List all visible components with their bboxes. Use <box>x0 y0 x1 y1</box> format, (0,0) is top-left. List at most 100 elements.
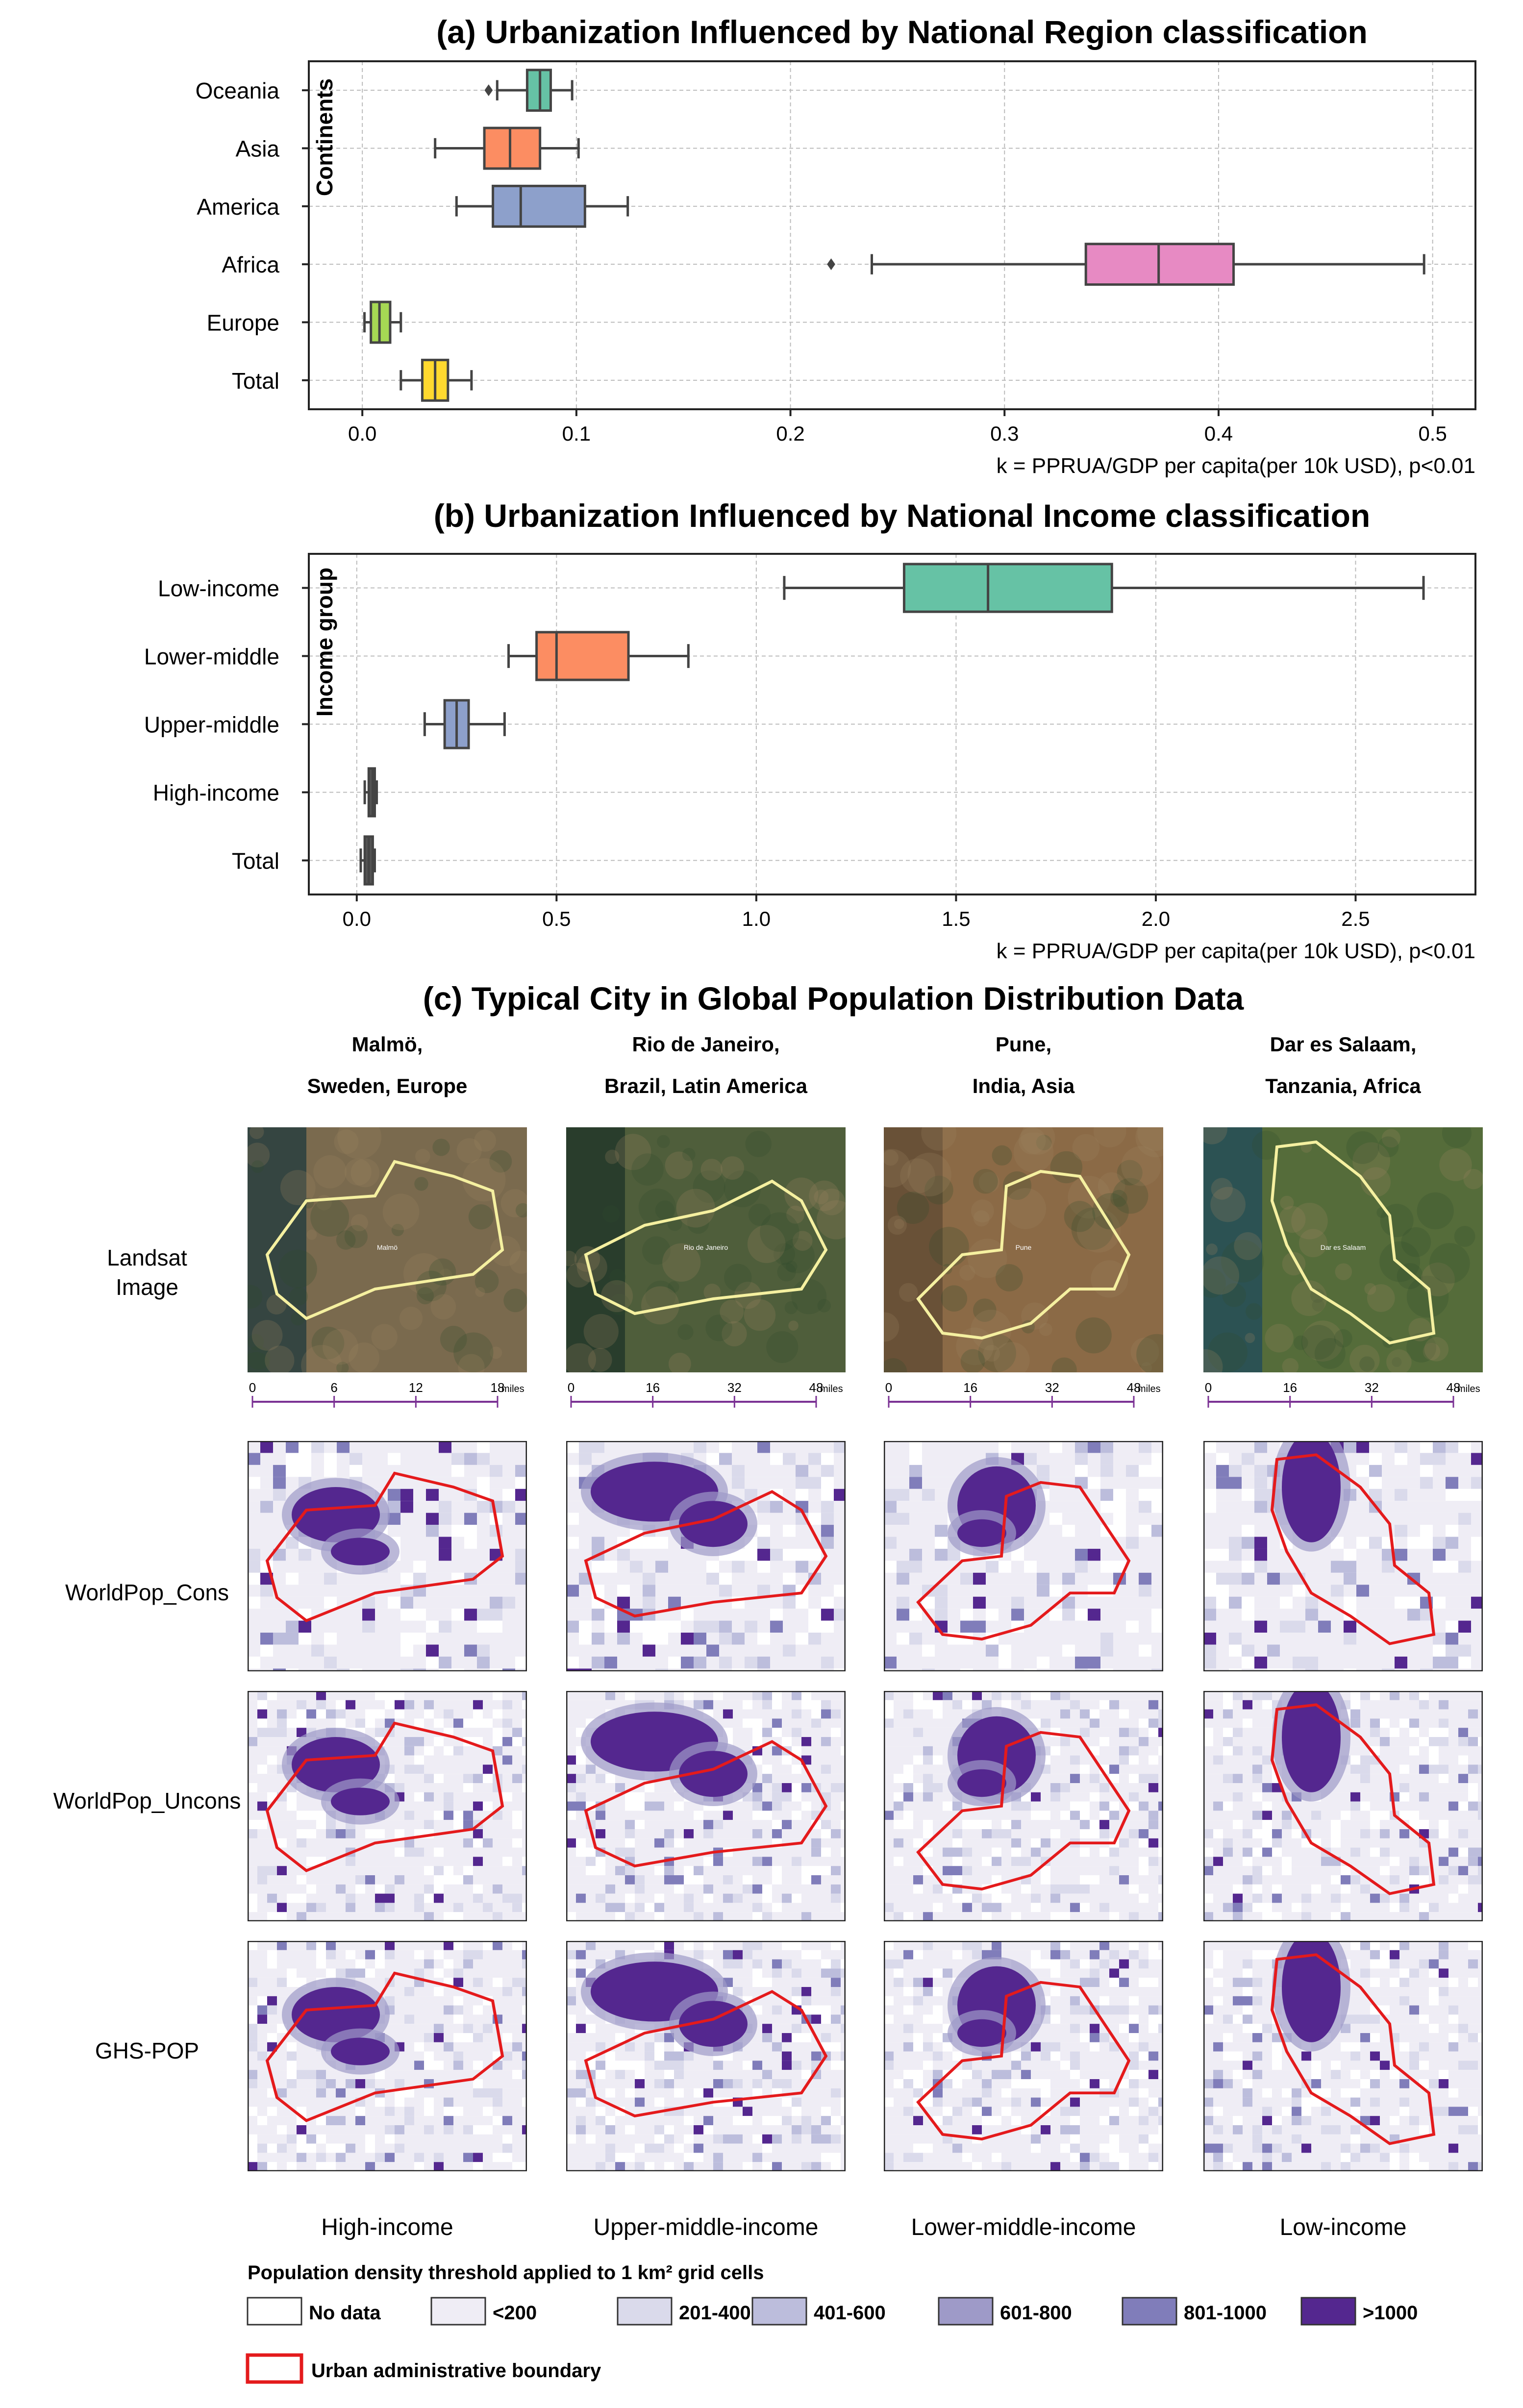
population-map-worldpop-cons <box>884 1441 1163 1671</box>
satellite-city-label: Malmö <box>377 1243 398 1251</box>
box-america <box>455 184 629 228</box>
x-axis-label: k = PPRUA/GDP per capita(per 10k USD), p… <box>997 454 1475 478</box>
x-tick-label: 0.0 <box>343 907 371 930</box>
x-tick-label: 0.0 <box>348 422 376 445</box>
satellite-city-label: Pune <box>1016 1243 1032 1251</box>
box-high-income <box>363 767 378 818</box>
chart-title: (a) Urbanization Influenced by National … <box>436 14 1368 50</box>
city-region: Sweden, Europe <box>307 1074 468 1097</box>
scale-unit: miles <box>820 1384 843 1394</box>
population-map-worldpop-uncons <box>566 1691 846 1921</box>
plot-frame <box>308 553 1476 895</box>
scale-label: 16 <box>1283 1380 1297 1395</box>
x-axis-label: k = PPRUA/GDP per capita(per 10k USD), p… <box>997 939 1475 963</box>
legend-label: 201-400 <box>679 2302 751 2324</box>
category-label: Lower-middle <box>144 644 279 670</box>
scale-label: 16 <box>963 1380 977 1395</box>
urban-boundary <box>1270 1703 1436 1895</box>
x-tick-label: 2.0 <box>1142 907 1170 930</box>
population-map-ghs-pop <box>884 1941 1163 2171</box>
landsat-image: Dar es Salaam <box>1203 1127 1483 1372</box>
city-name: Dar es Salaam, <box>1270 1033 1417 1056</box>
category-label: Upper-middle <box>144 712 279 738</box>
city-region: India, Asia <box>973 1074 1075 1097</box>
scale-label: 12 <box>409 1380 423 1395</box>
scale-label: 48 <box>1127 1380 1141 1395</box>
x-tick-label: 0.1 <box>562 422 591 445</box>
plot-frame <box>308 60 1476 410</box>
income-group-label: Upper-middle-income <box>594 2214 819 2240</box>
y-axis-label: Income group <box>312 568 337 717</box>
box-total <box>399 358 473 402</box>
legend-swatch <box>751 2297 807 2326</box>
legend-label: 801-1000 <box>1184 2302 1267 2324</box>
legend-label: 601-800 <box>1000 2302 1072 2324</box>
box-total <box>359 835 376 886</box>
x-tick-label: 1.5 <box>942 907 970 930</box>
box-europe <box>363 300 402 344</box>
income-group-label: Lower-middle-income <box>911 2214 1136 2240</box>
scale-label: 32 <box>727 1380 742 1395</box>
landsat-image: Pune <box>884 1127 1163 1372</box>
row-label: WorldPop_Cons <box>65 1580 229 1605</box>
legend-swatch <box>938 2297 994 2326</box>
category-label: Oceania <box>196 78 280 103</box>
scale-label: 0 <box>885 1380 892 1395</box>
population-map-ghs-pop <box>1203 1941 1483 2171</box>
legend-label: >1000 <box>1363 2302 1418 2324</box>
legend-swatch <box>1122 2297 1177 2326</box>
landsat-image: Rio de Janeiro <box>566 1127 846 1372</box>
x-tick-label: 0.3 <box>990 422 1019 445</box>
scale-label: 0 <box>1205 1380 1212 1395</box>
category-label: Europe <box>207 310 279 336</box>
row-label: GHS-POP <box>95 2038 199 2063</box>
category-label: America <box>197 194 279 220</box>
urban-boundary <box>1270 1453 1436 1645</box>
scale-unit: miles <box>501 1384 524 1394</box>
x-tick-label: 0.5 <box>542 907 571 930</box>
urban-boundary <box>916 1981 1131 2141</box>
legend-boundary-swatch <box>246 2353 303 2384</box>
scale-label: 48 <box>809 1380 824 1395</box>
x-tick-label: 0.2 <box>776 422 804 445</box>
city-boundary-outline <box>1270 1140 1436 1345</box>
scale-label: 48 <box>1447 1380 1461 1395</box>
row-label: Landsat Image <box>107 1245 187 1300</box>
chart-title: (b) Urbanization Influenced by National … <box>434 497 1371 534</box>
category-label: Low-income <box>158 576 279 601</box>
city-boundary-outline <box>584 1179 828 1316</box>
city-region: Tanzania, Africa <box>1265 1074 1421 1097</box>
box-asia <box>434 126 580 170</box>
urban-boundary <box>916 1731 1131 1891</box>
legend-label: No data <box>309 2302 381 2324</box>
legend-swatch <box>1300 2297 1356 2326</box>
city-boundary-outline <box>265 1160 504 1320</box>
box-low-income <box>783 563 1425 613</box>
flier-point <box>827 258 835 271</box>
urban-boundary <box>916 1481 1131 1641</box>
flier-point <box>484 84 493 97</box>
box-iqr <box>535 631 630 681</box>
urban-boundary <box>584 1490 828 1618</box>
legend-swatch <box>247 2297 302 2326</box>
x-tick-label: 2.5 <box>1341 907 1370 930</box>
box-iqr <box>492 184 586 228</box>
category-label: Asia <box>236 136 280 162</box>
city-name: Malmö, <box>352 1033 423 1056</box>
x-tick-label: 0.4 <box>1204 422 1233 445</box>
city-name: Rio de Janeiro, <box>632 1033 779 1056</box>
y-axis-label: Continents <box>312 78 337 196</box>
x-tick-label: 1.0 <box>742 907 771 930</box>
category-label: Africa <box>222 252 279 277</box>
section-c-title: (c) Typical City in Global Population Di… <box>423 980 1245 1017</box>
row-label: WorldPop_Uncons <box>53 1788 241 1813</box>
scale-label: 18 <box>491 1380 505 1395</box>
income-group-label: Low-income <box>1280 2214 1407 2240</box>
category-label: High-income <box>153 780 279 806</box>
box-oceania <box>484 69 574 112</box>
legend-swatch <box>617 2297 673 2326</box>
population-map-worldpop-cons <box>566 1441 846 1671</box>
scale-label: 0 <box>249 1380 256 1395</box>
x-tick-label: 0.5 <box>1418 422 1447 445</box>
